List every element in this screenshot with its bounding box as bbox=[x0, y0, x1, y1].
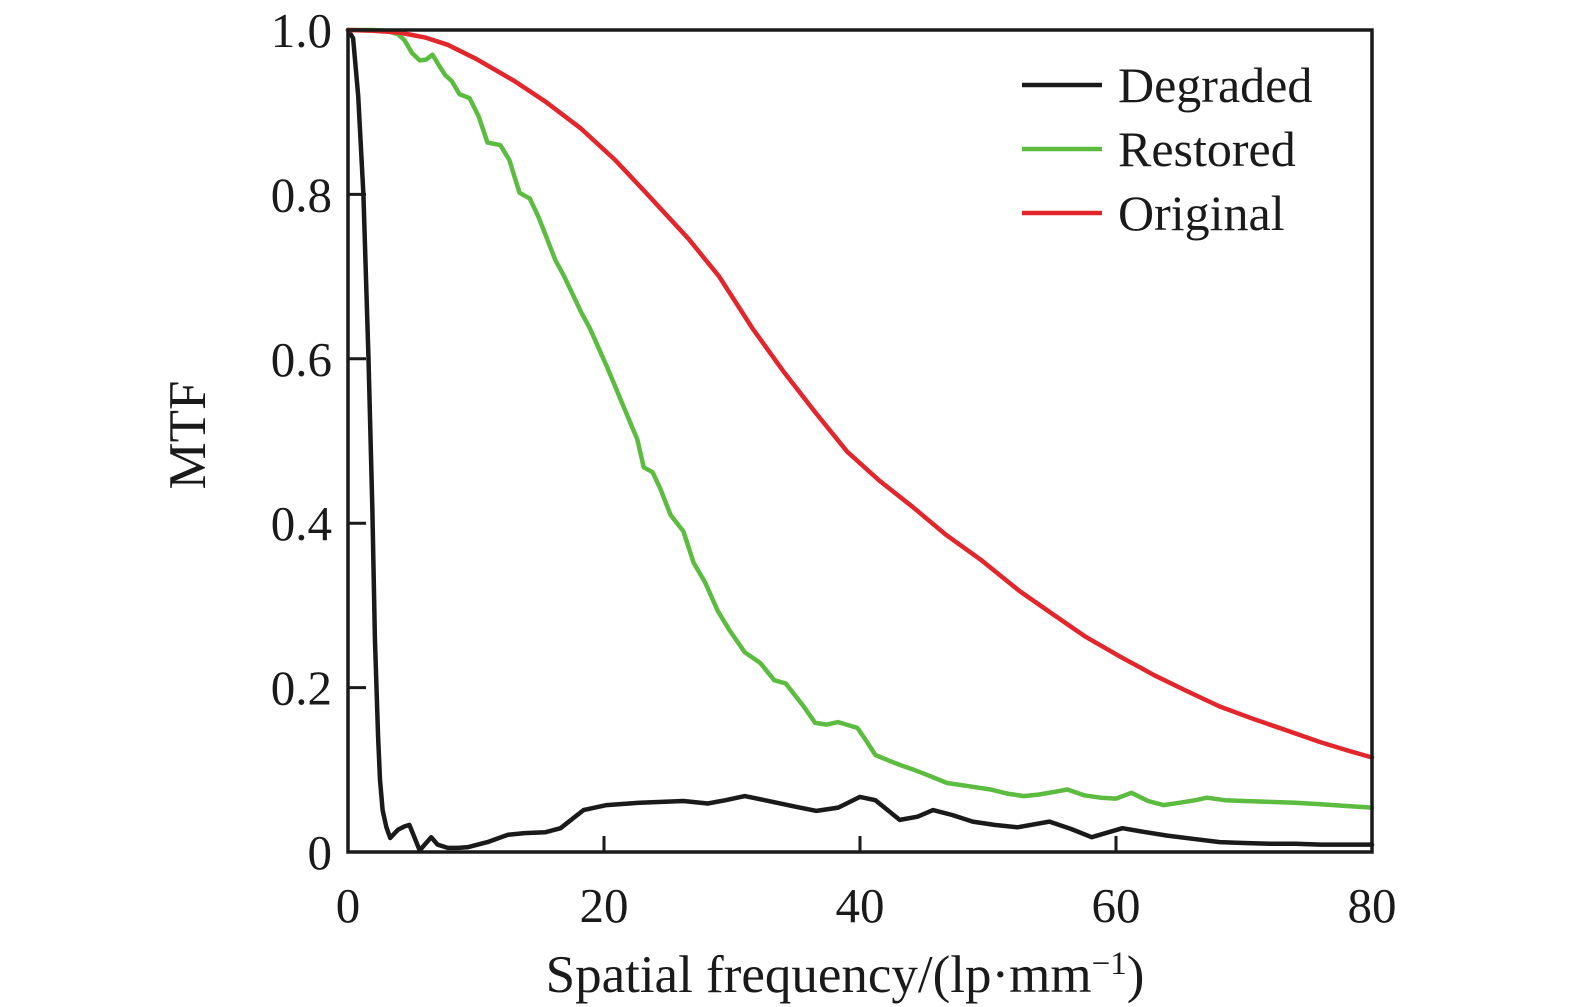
tick-labels-layer: 0 20 40 60 80 0 0.2 0.4 0.6 0.8 1.0 bbox=[271, 3, 1397, 933]
x-tick-label: 20 bbox=[580, 878, 629, 933]
series-layer bbox=[345, 27, 1375, 853]
y-tick-label: 0.6 bbox=[271, 332, 332, 387]
x-axis-title: Spatial frequency/(lp·mm−1) bbox=[546, 946, 1145, 1004]
legend-item-degraded: Degraded bbox=[1022, 57, 1312, 113]
series-line-restored bbox=[345, 27, 1375, 810]
series-line-degraded bbox=[345, 27, 1375, 853]
y-tick-label: 1.0 bbox=[271, 3, 332, 58]
legend-item-restored: Restored bbox=[1022, 121, 1296, 177]
x-tick-label: 80 bbox=[1348, 878, 1397, 933]
y-tick-label: 0.4 bbox=[271, 496, 332, 551]
ticks-layer bbox=[348, 192, 1118, 852]
y-tick-label: 0 bbox=[308, 825, 333, 880]
legend-item-original: Original bbox=[1022, 185, 1285, 241]
legend-label-restored: Restored bbox=[1118, 121, 1296, 177]
x-tick-label: 60 bbox=[1092, 878, 1141, 933]
y-axis-title: MTF bbox=[159, 381, 217, 490]
legend-label-original: Original bbox=[1118, 185, 1285, 241]
x-axis-title-close: ) bbox=[1127, 946, 1145, 1004]
x-axis-title-main: Spatial frequency/(lp·mm bbox=[546, 946, 1092, 1004]
x-tick-label: 0 bbox=[336, 878, 361, 933]
series-line-original bbox=[345, 27, 1375, 760]
legend: Degraded Restored Original bbox=[1022, 57, 1312, 241]
y-tick-label: 0.2 bbox=[271, 661, 332, 716]
legend-label-degraded: Degraded bbox=[1118, 57, 1312, 113]
x-tick-label: 40 bbox=[836, 878, 885, 933]
x-axis-title-superscript: −1 bbox=[1092, 946, 1127, 982]
y-tick-label: 0.8 bbox=[271, 167, 332, 222]
